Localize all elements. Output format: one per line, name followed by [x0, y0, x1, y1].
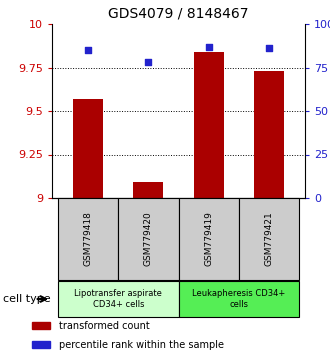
Bar	[179, 281, 299, 317]
Text: Leukapheresis CD34+
cells: Leukapheresis CD34+ cells	[192, 289, 285, 309]
Bar	[32, 341, 50, 348]
Text: GSM779420: GSM779420	[144, 212, 153, 266]
Bar	[58, 198, 118, 280]
Point	[146, 59, 151, 65]
Bar	[194, 52, 224, 198]
Point	[206, 44, 211, 50]
Bar	[58, 281, 179, 317]
Text: GSM779418: GSM779418	[83, 212, 93, 267]
Text: Lipotransfer aspirate
CD34+ cells: Lipotransfer aspirate CD34+ cells	[74, 289, 162, 309]
Bar	[73, 99, 103, 198]
Point	[85, 47, 91, 53]
Bar	[239, 198, 299, 280]
Bar	[32, 322, 50, 329]
Bar	[179, 198, 239, 280]
Text: cell type: cell type	[3, 294, 51, 304]
Title: GDS4079 / 8148467: GDS4079 / 8148467	[108, 6, 249, 20]
Text: GSM779419: GSM779419	[204, 212, 213, 267]
Bar	[133, 182, 163, 198]
Point	[266, 46, 272, 51]
Text: transformed count: transformed count	[59, 321, 150, 331]
Text: GSM779421: GSM779421	[264, 212, 273, 266]
Bar	[118, 198, 179, 280]
Bar	[254, 71, 284, 198]
Text: percentile rank within the sample: percentile rank within the sample	[59, 339, 224, 350]
